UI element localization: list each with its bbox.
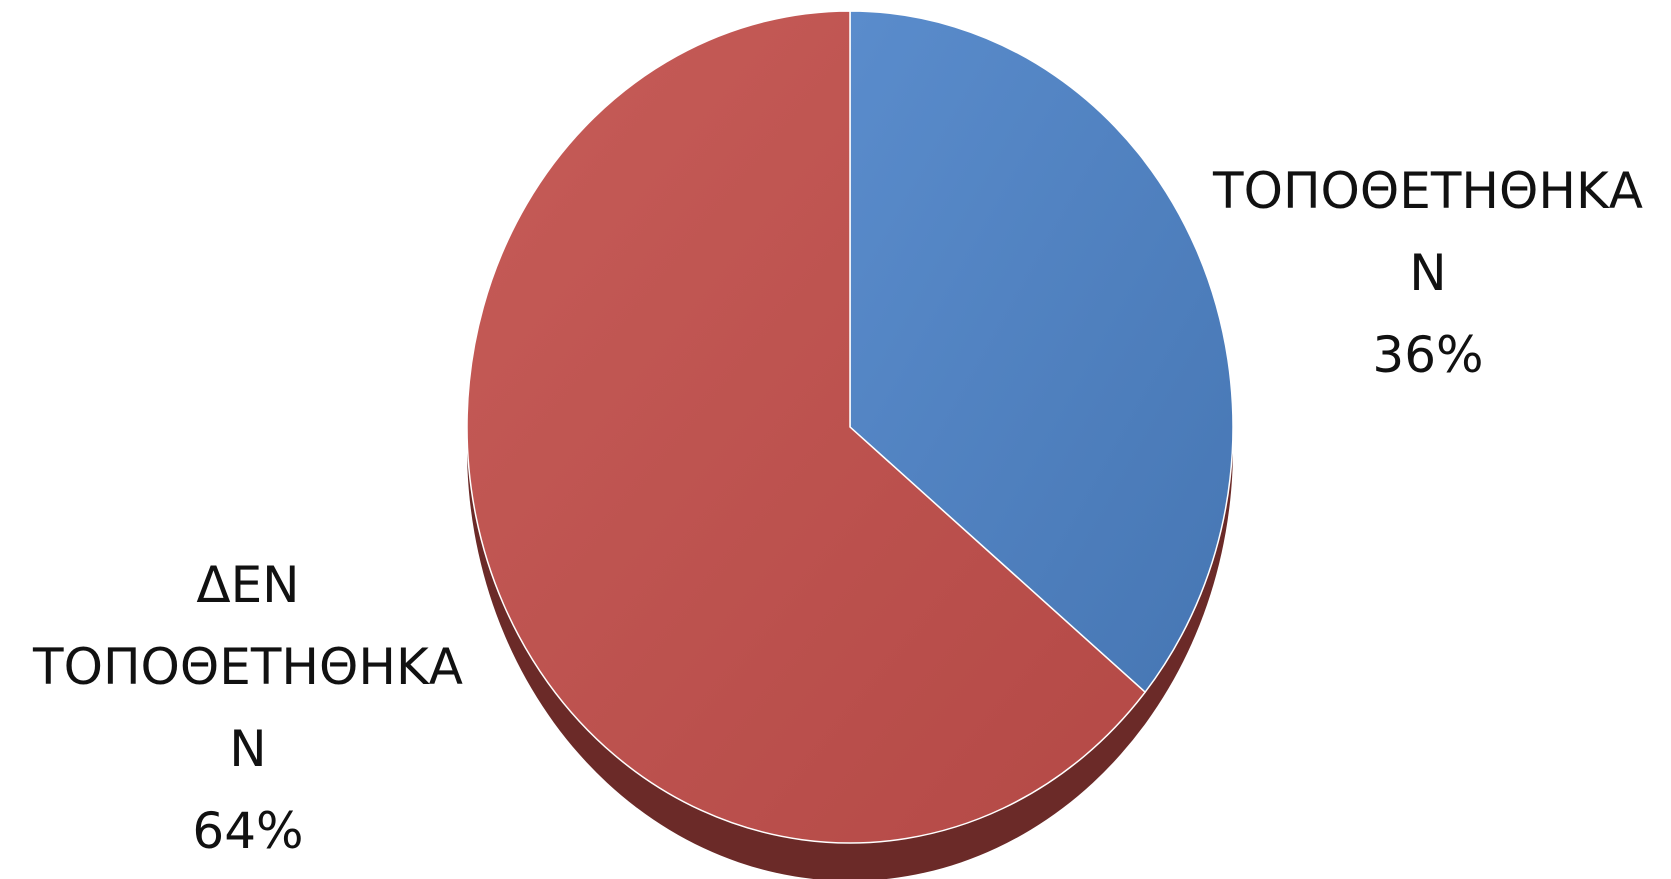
slice-value-label: 64% bbox=[192, 802, 303, 860]
slice-category-label-line: Ν bbox=[229, 720, 266, 778]
slice-category-label-line: Ν bbox=[1409, 244, 1446, 302]
slice-category-label-line: ΔΕΝ bbox=[196, 556, 299, 614]
pie-slice-1 bbox=[849, 10, 1234, 694]
pie-slice-2 bbox=[466, 10, 1147, 844]
slice-label-2: ΔΕΝ ΤΟΠΟΘΕΤΗΘΗΚΑ Ν 64% bbox=[32, 556, 463, 860]
pie-slices bbox=[466, 10, 1234, 844]
slice-value-label: 36% bbox=[1372, 326, 1483, 384]
slice-label-1: ΤΟΠΟΘΕΤΗΘΗΚΑ Ν 36% bbox=[1212, 162, 1643, 384]
pie-labels: ΤΟΠΟΘΕΤΗΘΗΚΑ Ν 36% ΔΕΝ ΤΟΠΟΘΕΤΗΘΗΚΑ Ν 64% bbox=[32, 162, 1643, 860]
slice-category-label-line: ΤΟΠΟΘΕΤΗΘΗΚΑ bbox=[32, 638, 463, 696]
slice-category-label-line: ΤΟΠΟΘΕΤΗΘΗΚΑ bbox=[1212, 162, 1643, 220]
